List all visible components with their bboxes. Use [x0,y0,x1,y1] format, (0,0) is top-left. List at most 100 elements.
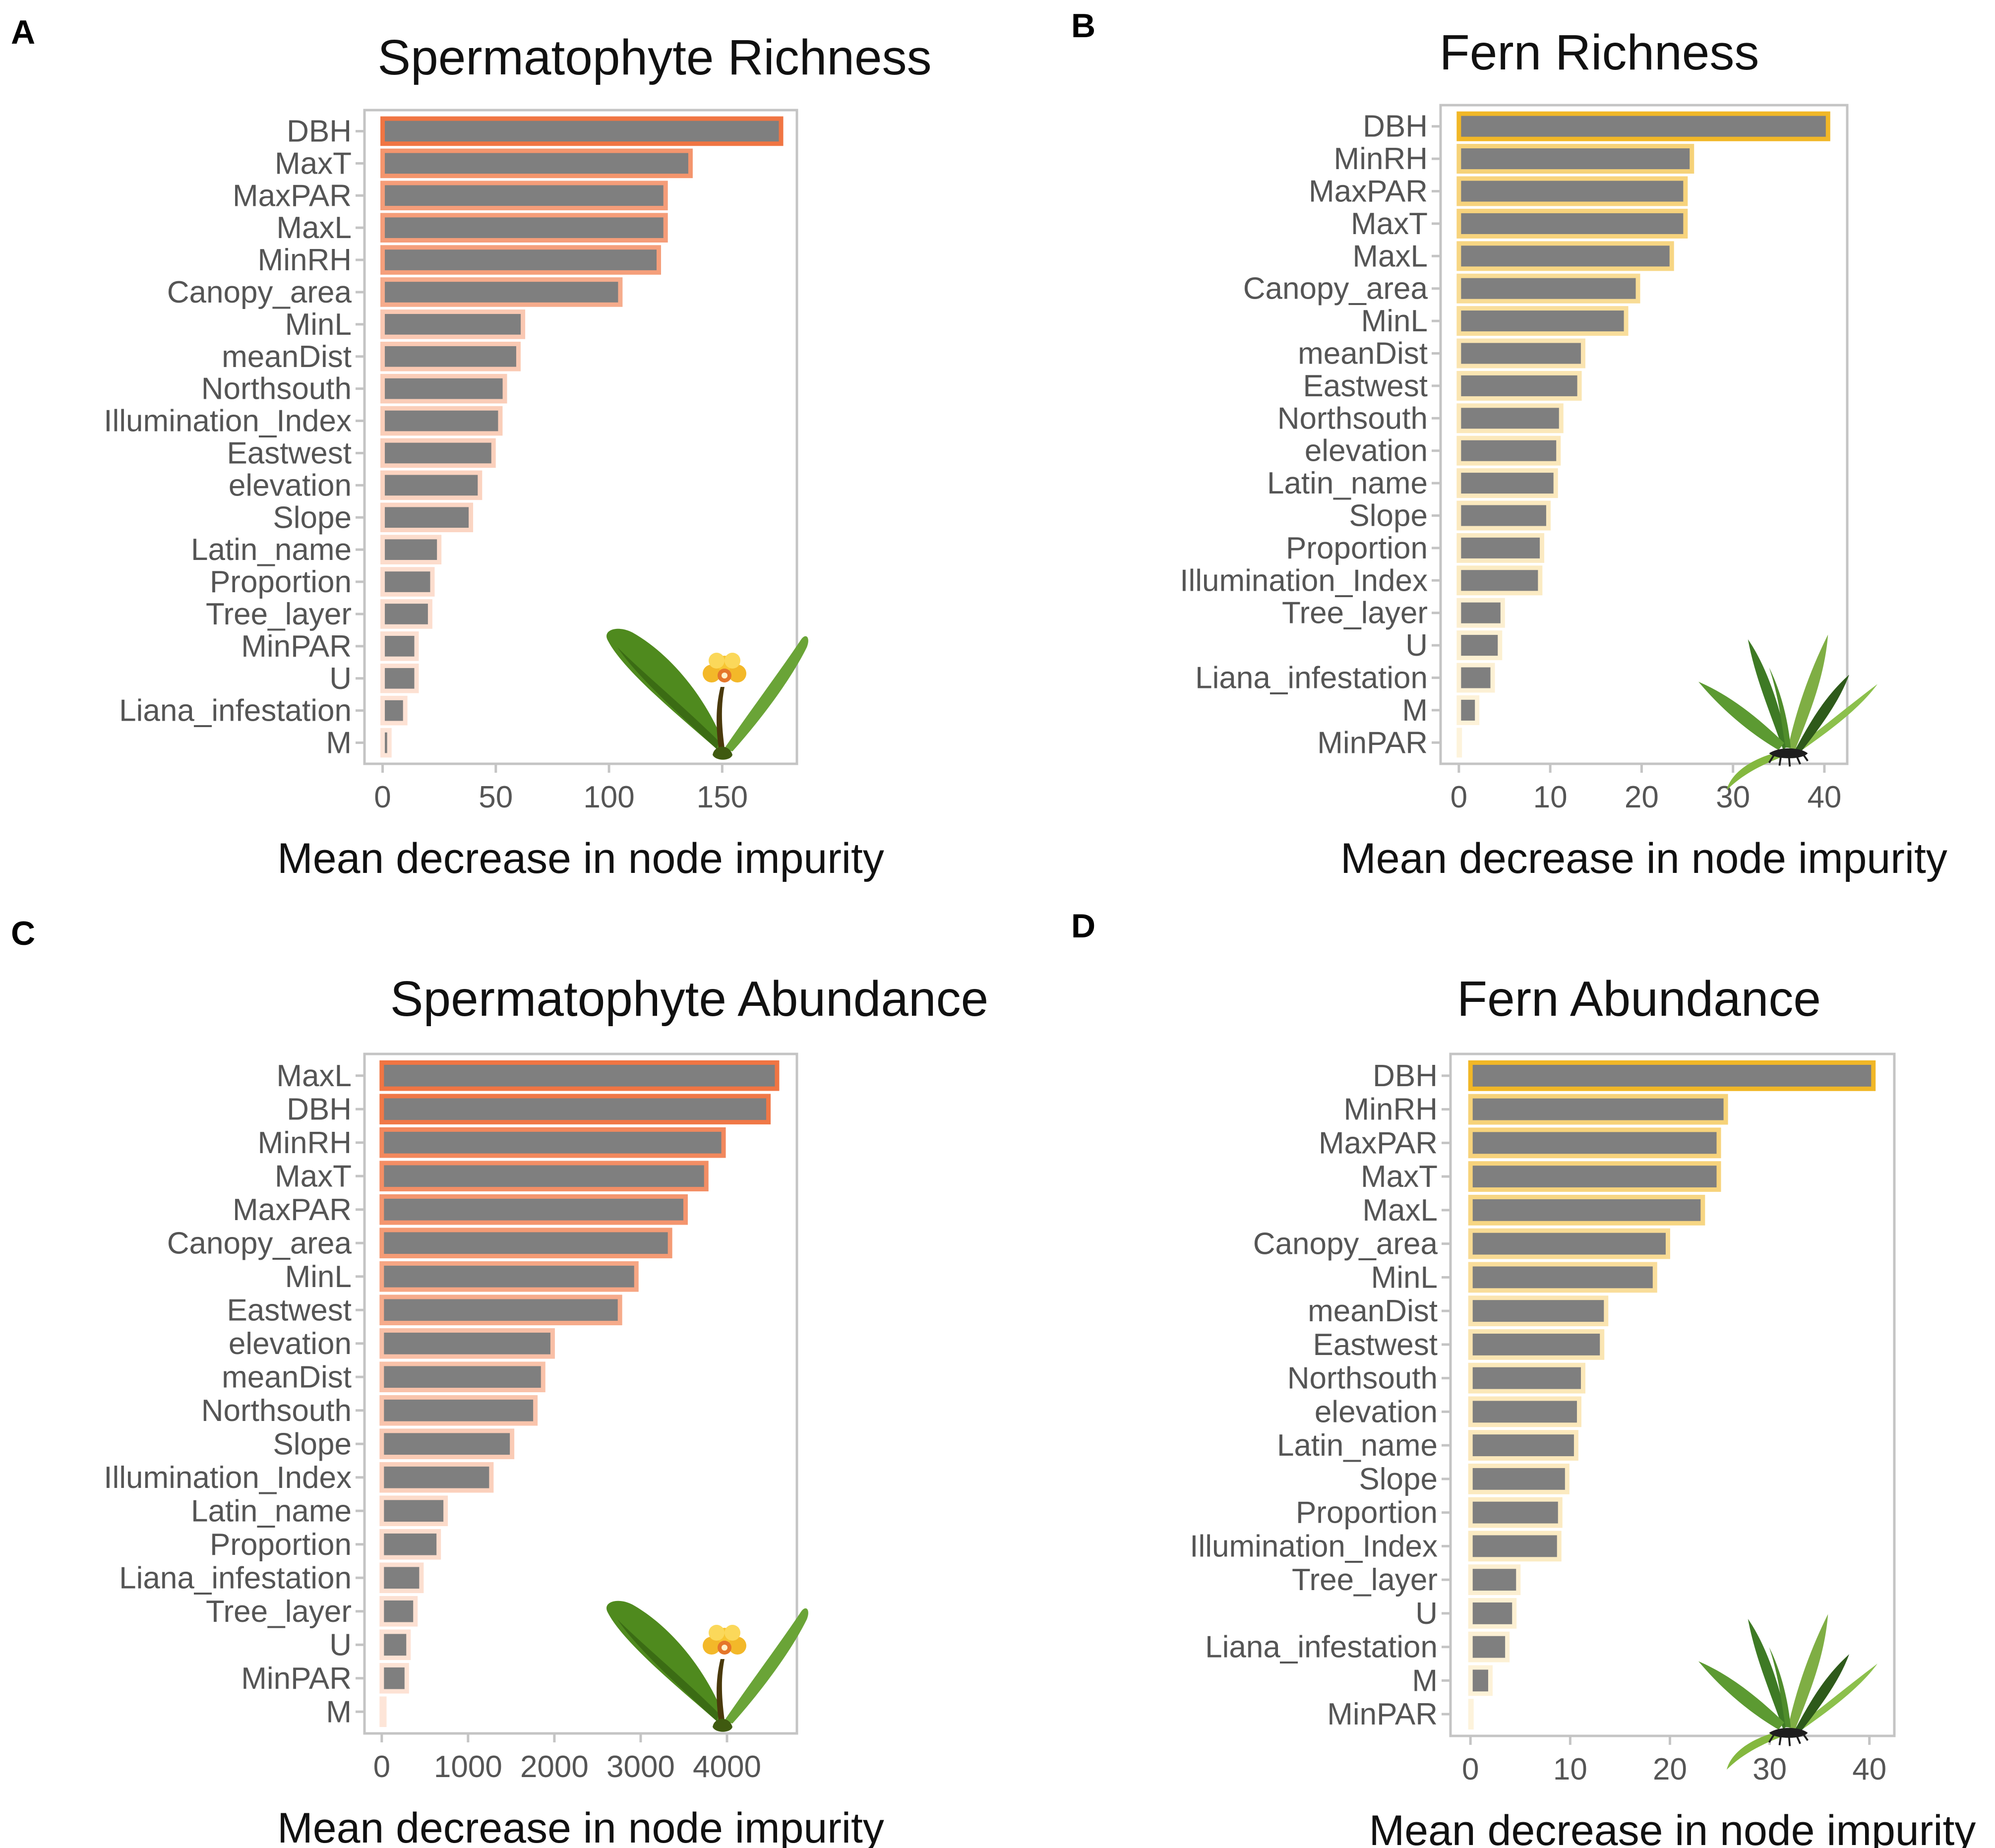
bar-maxpar [1456,176,1688,206]
y-tick-label: MaxPAR [1319,1126,1438,1160]
fern-icon [1697,1613,1878,1771]
y-tick-label: DBH [1363,110,1428,144]
y-tick-label: meanDist [1308,1294,1438,1328]
panel-letter: C [11,915,35,952]
y-tick-label: U [1405,628,1428,663]
panel-a: A Spermatophyte Richness DBHMaxTMaxPARMaxL… [11,13,932,882]
chart-title: Fern Abundance [1457,971,1821,1027]
y-tick-label: MinRH [1334,142,1428,176]
bar-maxl [1456,241,1674,271]
y-tick-label: elevation [1305,434,1428,468]
bar-u [1456,630,1503,661]
y-tick-label: Proportion [210,1528,352,1562]
bar-maxl [379,1060,780,1091]
y-tick-label: Liana_infestation [119,694,352,728]
y-tick-label: Canopy_area [167,275,352,309]
x-tick-label: 2000 [520,1750,589,1784]
y-tick-label: MinRH [258,1126,352,1160]
bar-latin-name [1456,468,1558,498]
y-tick-label: MaxT [1351,207,1428,241]
plot-frame [363,109,798,765]
bar-minpar [379,1663,409,1694]
bar-tree-layer [1468,1564,1521,1596]
y-tick-label: Slope [1349,499,1428,533]
bar-proportion [1456,533,1545,563]
y-tick-label: Illumination_Index [104,1461,352,1495]
bar-eastwest [379,1294,622,1326]
panel-d: D Fern Abundance DBHMinRHMaxPARMaxTMaxLCan… [1071,907,1976,1848]
bar-meandist [1456,338,1585,369]
y-tick-label: Liana_infestation [119,1561,352,1595]
panel-c: C Spermatophyte Abundance MaxLDBHMinRHMaxT… [11,915,988,1848]
x-axis-title: Mean decrease in node impurity [277,1804,884,1848]
orchid-icon [606,628,808,760]
x-axis-title: Mean decrease in node impurity [1340,835,1947,882]
y-tick-label: MinPAR [1317,726,1428,760]
y-tick-label: Canopy_area [1253,1227,1438,1261]
panel-letter: B [1071,7,1095,45]
bar-minl [1456,306,1629,336]
y-tick-label: Latin_name [191,533,352,567]
bar-meandist [379,1361,545,1393]
x-axis-title: Mean decrease in node impurity [277,835,884,882]
y-tick-label: Eastwest [1313,1328,1438,1362]
bar-proportion [1468,1497,1563,1528]
bar-elevation [1468,1396,1581,1427]
bar-proportion [380,567,435,597]
bar-tree-layer [380,599,432,629]
y-tick-label: Illumination_Index [1190,1529,1438,1563]
y-tick-label: Tree_layer [206,597,352,631]
y-tick-label: MaxPAR [1309,175,1428,209]
orchid-icon [606,1601,808,1732]
bar-maxl [380,213,668,243]
y-tick-label: MinL [285,308,352,342]
y-tick-label: MaxT [1361,1160,1438,1194]
bar-slope [1468,1463,1570,1494]
y-tick-label: M [326,726,352,760]
x-tick-label: 40 [1807,780,1841,814]
x-tick-label: 30 [1753,1752,1787,1786]
bar-canopy-area [380,277,623,307]
bar-minl [380,309,526,339]
y-tick-label: Eastwest [227,436,352,470]
x-tick-label: 0 [373,1750,390,1784]
bar-slope [380,502,474,533]
y-tick-label: Tree_layer [206,1595,352,1629]
y-tick-label: elevation [1315,1395,1438,1429]
bar-dbh [380,116,784,146]
panel-letter: A [11,13,35,51]
x-tick-label: 1000 [434,1750,502,1784]
chart-title: Fern Richness [1440,25,1759,80]
y-tick-label: MaxL [276,1059,352,1093]
bar-canopy-area [1456,273,1640,304]
y-tick-label: MaxL [276,211,352,245]
bar-latin-name [1468,1430,1578,1461]
bar-illumination-index [1456,565,1543,596]
y-tick-label: Northsouth [201,1394,352,1428]
fern-icon [1697,633,1878,791]
y-tick-label: Eastwest [227,1293,352,1327]
y-tick-label: MinPAR [241,629,352,664]
bar-liana-infestation [1468,1631,1510,1663]
y-tick-label: Liana_infestation [1195,661,1428,695]
bar-liana-infestation [380,695,408,726]
bar-proportion [379,1529,441,1560]
y-tick-label: Latin_name [1277,1428,1438,1463]
bar-minrh [380,245,662,275]
x-tick-label: 150 [697,780,748,814]
y-tick-label: MinPAR [1327,1697,1438,1731]
plot-frame [1439,104,1849,765]
bar-illumination-index [1468,1531,1562,1562]
bar-slope [379,1428,515,1460]
y-tick-label: Canopy_area [1243,272,1428,306]
bar-minrh [1456,144,1694,174]
y-tick-label: MinRH [258,243,352,277]
bar-northsouth [1468,1362,1585,1394]
bar-u [379,1629,411,1661]
bar-tree-layer [379,1596,418,1627]
y-tick-label: MaxL [1352,239,1428,273]
bar-minrh [1468,1094,1728,1125]
y-tick-label: Canopy_area [167,1226,352,1260]
y-tick-label: Proportion [1286,531,1428,565]
